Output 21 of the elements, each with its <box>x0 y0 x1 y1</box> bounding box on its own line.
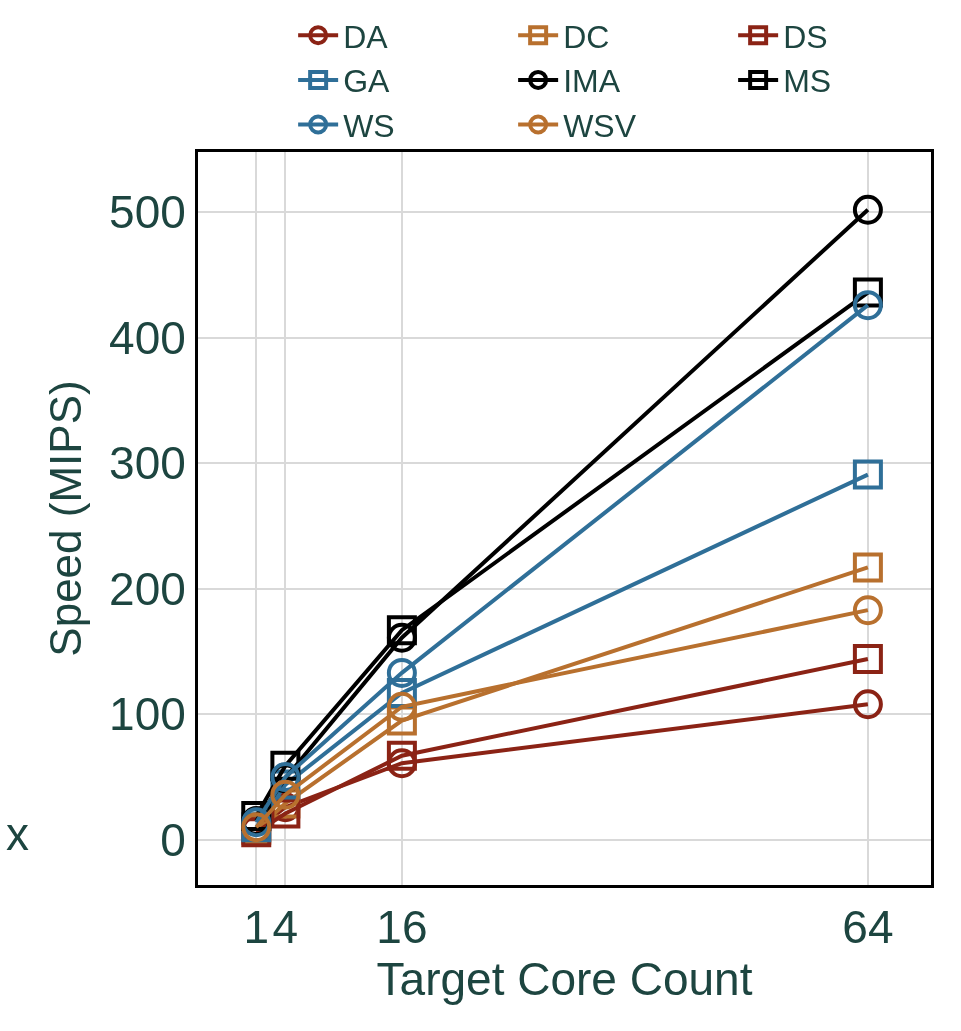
y-axis-title: Speed (MIPS) <box>41 380 91 657</box>
x-tick-label: 64 <box>842 901 894 954</box>
legend-label: WS <box>343 107 395 144</box>
text: x <box>6 808 29 860</box>
y-tick-label: 500 <box>109 186 186 239</box>
legend-label: WSV <box>563 107 637 144</box>
x-tick-label: 4 <box>272 901 299 954</box>
y-tick-label: 200 <box>109 562 186 615</box>
legend-label: DA <box>343 18 389 55</box>
legend-label: MS <box>783 63 832 100</box>
y-tick-label: 100 <box>109 688 186 741</box>
legend-label: DC <box>563 18 610 55</box>
x-axis-title: Target Core Count <box>376 953 753 1006</box>
y-tick-label: 400 <box>109 311 186 364</box>
legend-label: GA <box>343 63 391 100</box>
legend-label: IMA <box>563 63 621 100</box>
x-tick-label: 1 <box>243 901 270 954</box>
legend-label: DS <box>783 18 828 55</box>
y-tick-label: 0 <box>160 813 186 866</box>
x-tick-label: 16 <box>376 901 428 954</box>
y-tick-label: 300 <box>109 437 186 490</box>
